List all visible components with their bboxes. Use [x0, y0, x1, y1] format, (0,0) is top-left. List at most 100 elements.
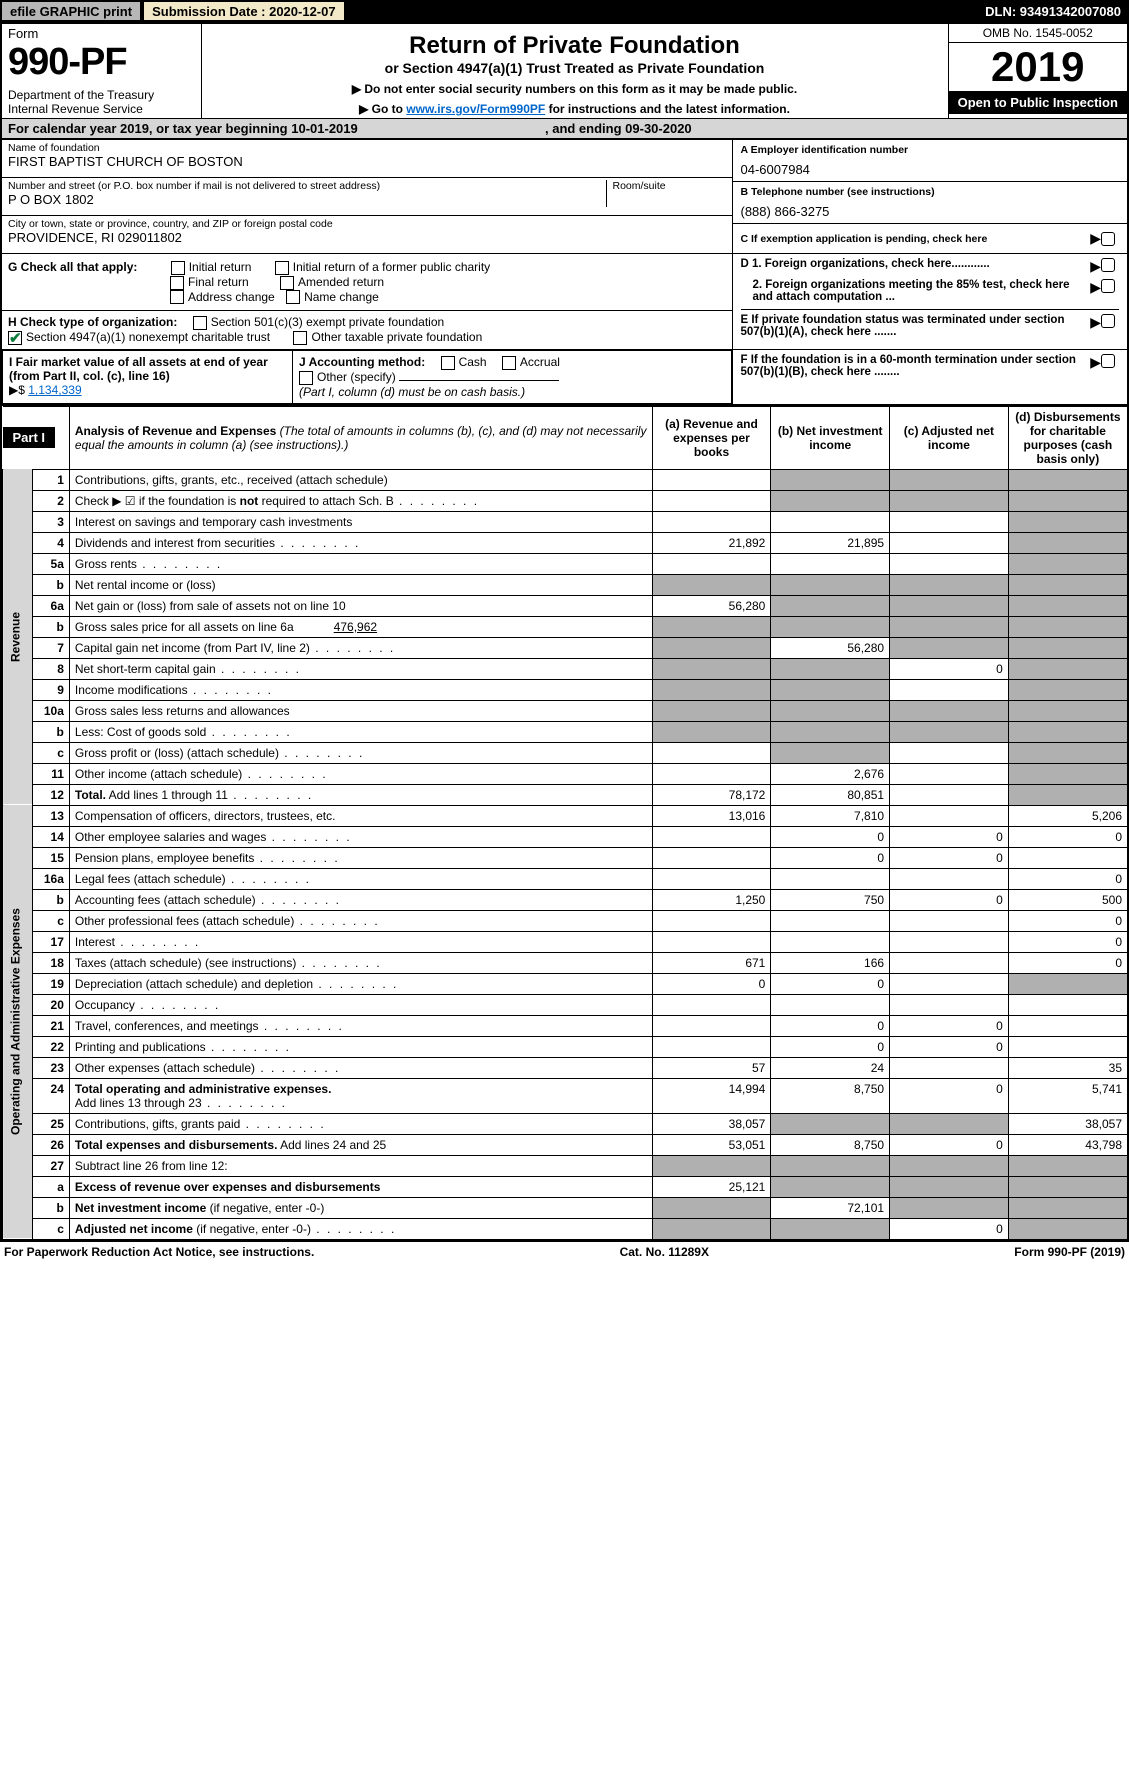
- cell-c: [890, 532, 1009, 553]
- cell-b: 8,750: [771, 1134, 890, 1155]
- cell-d: 0: [1008, 868, 1127, 889]
- row-desc: Other income (attach schedule): [69, 763, 652, 784]
- cell-b: [771, 553, 890, 574]
- arrow-icon: ▶: [1090, 258, 1101, 275]
- cell-a: [652, 742, 771, 763]
- cell-c: [890, 763, 1009, 784]
- cell-a: 671: [652, 952, 771, 973]
- cell-c: [890, 595, 1009, 616]
- header-note-2: ▶ Go to www.irs.gov/Form990PF for instru…: [208, 102, 942, 116]
- section-vert-label: Revenue: [3, 469, 33, 805]
- row-desc: Less: Cost of goods sold: [69, 721, 652, 742]
- cell-d: 35: [1008, 1057, 1127, 1078]
- cell-b: [771, 616, 890, 637]
- form-instructions-link[interactable]: www.irs.gov/Form990PF: [406, 102, 545, 116]
- row-num: 12: [33, 784, 70, 805]
- cell-c: [890, 1197, 1009, 1218]
- form-number: 990-PF: [8, 41, 195, 84]
- g-initial-return-checkbox[interactable]: [171, 261, 185, 275]
- g-amended-checkbox[interactable]: [280, 276, 294, 290]
- row-desc: Total operating and administrative expen…: [69, 1078, 652, 1113]
- cell-c: 0: [890, 1218, 1009, 1239]
- g-final-return-checkbox[interactable]: [170, 276, 184, 290]
- col-b-header: (b) Net investment income: [771, 406, 890, 469]
- h-opt-1: Section 501(c)(3) exempt private foundat…: [211, 315, 444, 329]
- cell-c: [890, 742, 1009, 763]
- row-desc: Check ▶ ☑ if the foundation is not requi…: [69, 490, 652, 511]
- g-name-change-checkbox[interactable]: [286, 290, 300, 304]
- cell-d: 500: [1008, 889, 1127, 910]
- cell-a: [652, 637, 771, 658]
- cell-b: [771, 1113, 890, 1134]
- table-row: 9Income modifications: [3, 679, 1128, 700]
- row-num: c: [33, 1218, 70, 1239]
- cell-a: 38,057: [652, 1113, 771, 1134]
- cell-a: [652, 679, 771, 700]
- f-checkbox[interactable]: [1101, 354, 1115, 368]
- cell-b: [771, 1176, 890, 1197]
- j-other-checkbox[interactable]: [299, 371, 313, 385]
- cell-b: 2,676: [771, 763, 890, 784]
- section-vert-label: Operating and Administrative Expenses: [3, 805, 33, 1239]
- row-desc: Taxes (attach schedule) (see instruction…: [69, 952, 652, 973]
- g-label: G Check all that apply:: [8, 260, 137, 274]
- j-cash-checkbox[interactable]: [441, 356, 455, 370]
- c-label: C If exemption application is pending, c…: [741, 233, 1091, 245]
- h-other-checkbox[interactable]: [293, 331, 307, 345]
- d2-checkbox[interactable]: [1101, 279, 1115, 293]
- i-value-link[interactable]: 1,134,339: [28, 383, 81, 397]
- cell-c: 0: [890, 1078, 1009, 1113]
- cell-a: [652, 469, 771, 490]
- tax-year: 2019: [949, 43, 1128, 91]
- row-desc: Gross rents: [69, 553, 652, 574]
- cal-pre: For calendar year 2019, or tax year begi…: [8, 121, 291, 136]
- cell-b: [771, 742, 890, 763]
- cell-b: [771, 658, 890, 679]
- table-row: 24Total operating and administrative exp…: [3, 1078, 1128, 1113]
- table-row: 4Dividends and interest from securities2…: [3, 532, 1128, 553]
- cell-d: [1008, 532, 1127, 553]
- h-501c3-checkbox[interactable]: [193, 316, 207, 330]
- d1-checkbox[interactable]: [1101, 258, 1115, 272]
- row-num: 21: [33, 1015, 70, 1036]
- cell-b: [771, 721, 890, 742]
- cell-b: [771, 910, 890, 931]
- cell-d: [1008, 1155, 1127, 1176]
- row-num: 1: [33, 469, 70, 490]
- note2-post: for instructions and the latest informat…: [545, 102, 790, 116]
- j-cash: Cash: [459, 355, 487, 369]
- g-initial-former-checkbox[interactable]: [275, 261, 289, 275]
- cell-d: [1008, 1176, 1127, 1197]
- g-address-change-checkbox[interactable]: [170, 290, 184, 304]
- cell-a: 78,172: [652, 784, 771, 805]
- e-checkbox[interactable]: [1101, 314, 1115, 328]
- cell-c: [890, 931, 1009, 952]
- c-checkbox[interactable]: [1101, 232, 1115, 246]
- cell-a: 0: [652, 973, 771, 994]
- table-row: 17Interest0: [3, 931, 1128, 952]
- form-subtitle: or Section 4947(a)(1) Trust Treated as P…: [208, 60, 942, 76]
- cell-d: 0: [1008, 931, 1127, 952]
- row-num: 2: [33, 490, 70, 511]
- cell-c: 0: [890, 826, 1009, 847]
- h-4947-checkbox[interactable]: [8, 331, 22, 345]
- cell-b: 7,810: [771, 805, 890, 826]
- j-other: Other (specify): [317, 370, 396, 384]
- cell-d: [1008, 994, 1127, 1015]
- header-note-1: ▶ Do not enter social security numbers o…: [208, 82, 942, 96]
- row-num: 14: [33, 826, 70, 847]
- cell-d: [1008, 679, 1127, 700]
- cell-b: [771, 994, 890, 1015]
- cell-d: [1008, 1036, 1127, 1057]
- j-accrual-checkbox[interactable]: [502, 356, 516, 370]
- table-row: bGross sales price for all assets on lin…: [3, 616, 1128, 637]
- row-num: 5a: [33, 553, 70, 574]
- row-desc: Net investment income (if negative, ente…: [69, 1197, 652, 1218]
- row-num: 4: [33, 532, 70, 553]
- row-desc: Subtract line 26 from line 12:: [69, 1155, 652, 1176]
- cell-a: [652, 700, 771, 721]
- room-label: Room/suite: [613, 180, 726, 192]
- row-desc: Printing and publications: [69, 1036, 652, 1057]
- footer-mid: Cat. No. 11289X: [620, 1245, 709, 1259]
- table-row: 25Contributions, gifts, grants paid38,05…: [3, 1113, 1128, 1134]
